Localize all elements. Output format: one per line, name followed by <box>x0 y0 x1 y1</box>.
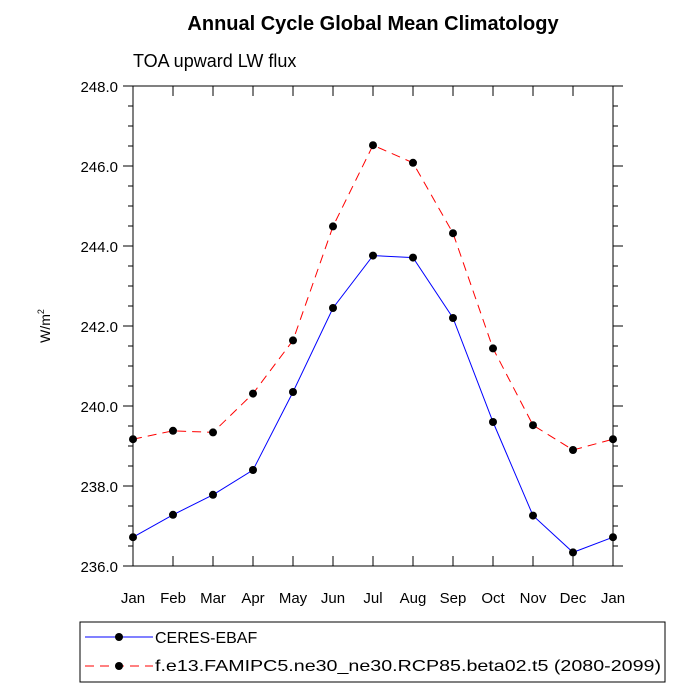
x-tick-label: Mar <box>200 590 226 607</box>
y-tick-label: 242.0 <box>80 319 118 336</box>
data-point <box>249 389 257 398</box>
y-tick-label: 236.0 <box>80 559 118 576</box>
x-tick-label: Dec <box>560 590 587 607</box>
data-point <box>449 314 457 322</box>
data-point <box>169 426 177 435</box>
data-point <box>489 418 497 426</box>
y-tick-labels: 236.0 238.0 240.0 242.0 244.0 246.0 248.0 <box>80 79 118 576</box>
x-tick-labels: Jan Feb Mar Apr May Jun Jul Aug Sep Oct Nov Dec Jan <box>121 590 625 607</box>
chart-subtitle: TOA upward LW flux <box>133 51 296 71</box>
x-tick-label: Apr <box>241 590 264 607</box>
data-point <box>329 222 337 231</box>
x-tick-label: Feb <box>160 590 186 607</box>
series-line-1 <box>132 144 614 451</box>
data-point <box>529 421 537 430</box>
y-tick-label: 248.0 <box>80 79 118 96</box>
chart-title: Annual Cycle Global Mean Climatology <box>187 13 559 35</box>
data-point <box>569 548 577 557</box>
y-axis-label-base: W/m <box>37 314 53 343</box>
data-point <box>169 510 177 519</box>
legend-marker-model <box>115 662 123 670</box>
data-point <box>289 388 297 396</box>
legend-label-ceres: CERES-EBAF <box>155 630 257 647</box>
y-tick-label: 246.0 <box>80 159 118 176</box>
data-point <box>209 490 217 499</box>
y-tick-label: 244.0 <box>80 239 118 256</box>
x-tick-label: May <box>279 590 308 607</box>
legend-box <box>79 621 666 683</box>
plot-frame <box>132 85 614 567</box>
data-point <box>409 158 417 167</box>
legend-label-model: f.e13.FAMIPC5.ne30_ne30.RCP85.beta02.t5 … <box>155 658 661 675</box>
data-point <box>249 466 257 474</box>
legend-marker-ceres <box>115 633 123 641</box>
data-point <box>329 304 337 312</box>
data-point <box>289 336 297 345</box>
series-line-0 <box>132 255 614 553</box>
x-tick-label: Nov <box>520 590 547 607</box>
legend: CERES-EBAF f.e13.FAMIPC5.ne30_ne30.RCP85… <box>79 621 666 683</box>
x-tick-label: Jul <box>363 590 382 607</box>
data-point <box>209 428 217 437</box>
x-tick-label: Jan <box>121 590 145 607</box>
x-tick-label: Oct <box>481 590 505 607</box>
data-point <box>489 344 497 353</box>
y-tick-label: 238.0 <box>80 479 118 496</box>
data-point <box>369 251 377 260</box>
y-axis-label-superscript: 2 <box>36 309 46 314</box>
x-tick-label: Sep <box>440 590 467 607</box>
y-tick-label: 240.0 <box>80 399 118 416</box>
y-axis-label: W/m2 <box>36 309 53 343</box>
data-point <box>449 229 457 238</box>
series-layer <box>129 141 617 557</box>
data-point <box>409 253 417 262</box>
data-point <box>529 511 537 520</box>
x-tick-label: Aug <box>400 590 427 607</box>
x-tick-label: Jan <box>601 590 625 607</box>
axis-ticks <box>123 85 623 567</box>
data-point <box>369 141 377 150</box>
data-point <box>569 446 577 454</box>
x-tick-label: Jun <box>321 590 345 607</box>
